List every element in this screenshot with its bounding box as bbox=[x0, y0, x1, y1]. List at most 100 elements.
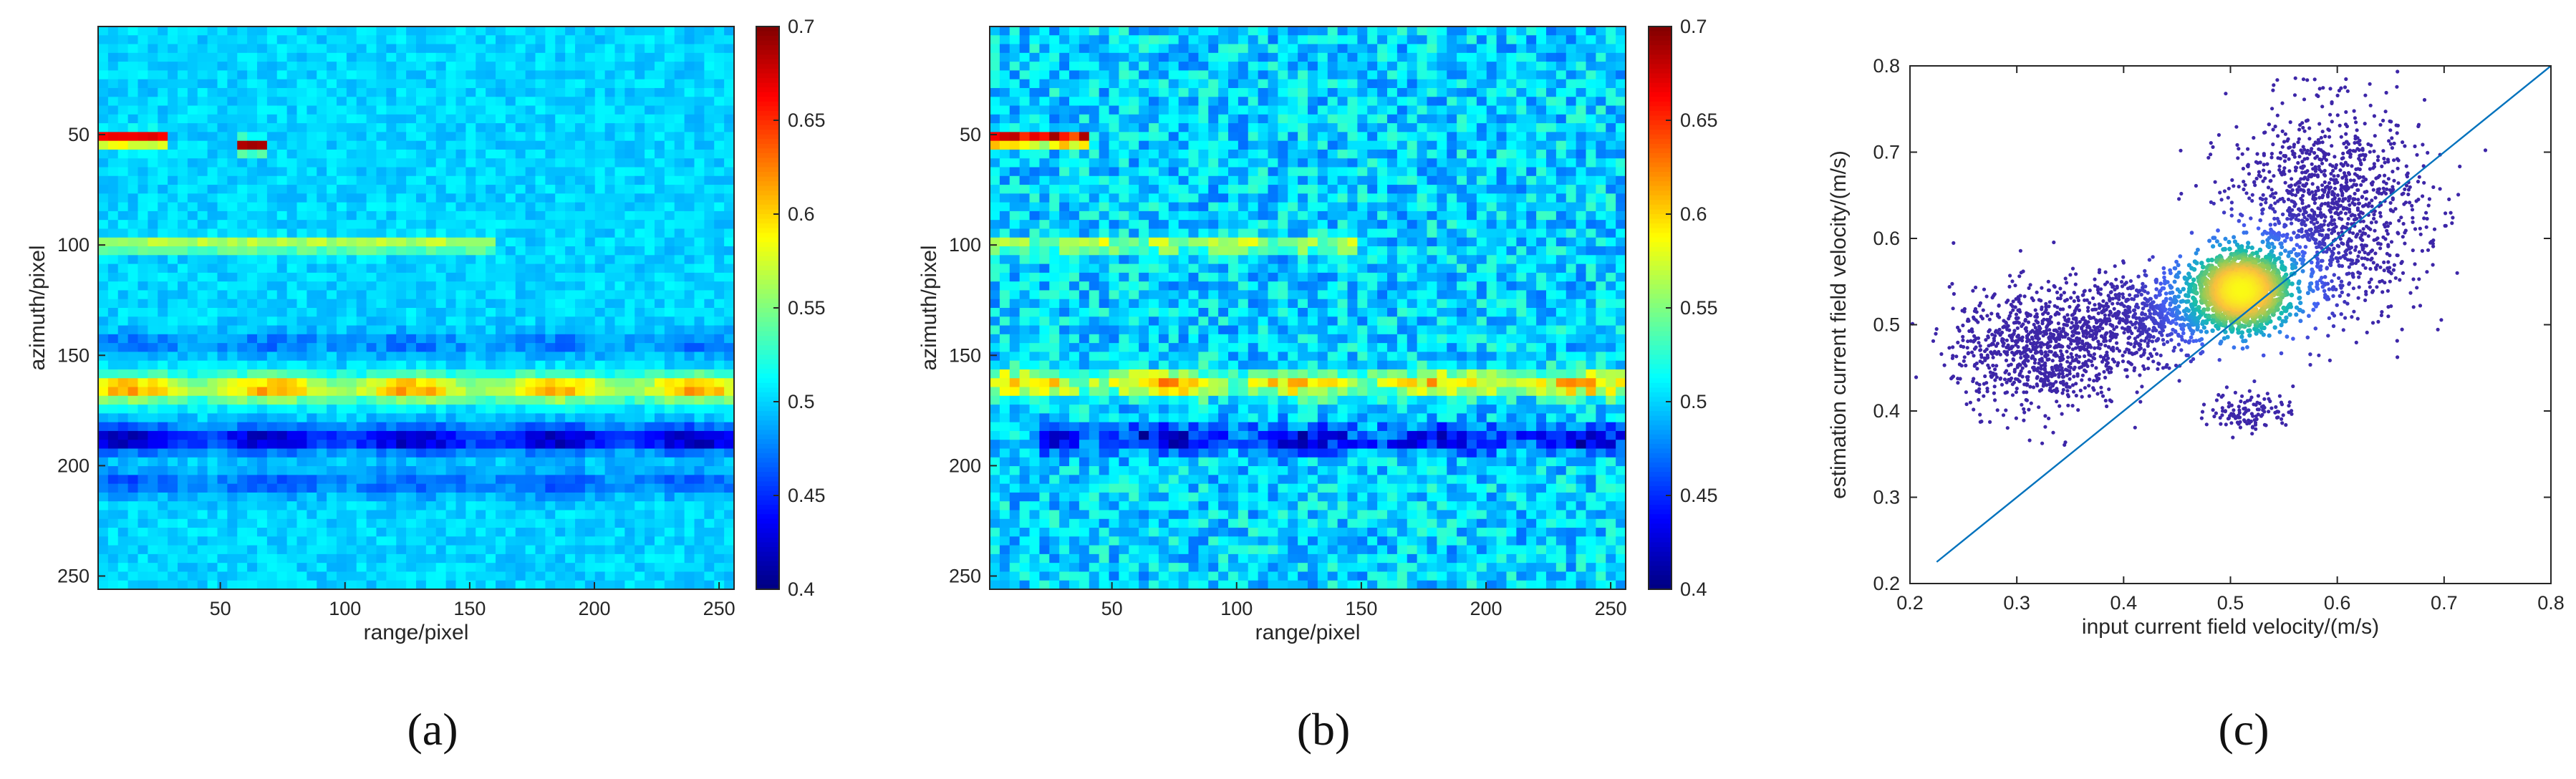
heatmap-cell bbox=[525, 492, 536, 502]
heatmap-cell bbox=[714, 167, 725, 177]
heatmap-cell bbox=[1357, 114, 1368, 124]
heatmap-cell bbox=[1208, 70, 1219, 80]
heatmap-cell bbox=[614, 422, 625, 432]
heatmap-cell bbox=[1407, 44, 1418, 54]
heatmap-cell bbox=[476, 545, 486, 555]
heatmap-cell bbox=[237, 325, 248, 335]
heatmap-cell bbox=[356, 237, 367, 247]
heatmap-cell bbox=[207, 545, 218, 555]
heatmap-cell bbox=[107, 167, 119, 177]
heatmap-cell bbox=[117, 220, 129, 230]
heatmap-cell bbox=[148, 140, 158, 150]
heatmap-cell bbox=[704, 316, 715, 326]
heatmap-cell bbox=[257, 44, 268, 54]
heatmap-cell bbox=[187, 87, 198, 97]
heatmap-cell bbox=[1218, 87, 1229, 97]
heatmap-cell bbox=[584, 140, 596, 150]
heatmap-cell bbox=[1317, 35, 1328, 45]
heatmap-cell bbox=[207, 193, 218, 203]
heatmap-cell bbox=[276, 518, 288, 528]
heatmap-cell bbox=[257, 325, 268, 335]
heatmap-cell bbox=[158, 510, 168, 520]
heatmap-cell bbox=[594, 202, 606, 212]
heatmap-cell bbox=[207, 149, 218, 159]
heatmap-cell bbox=[624, 79, 635, 89]
heatmap-cell bbox=[148, 483, 158, 493]
heatmap-cell bbox=[645, 536, 655, 546]
heatmap-cell bbox=[714, 387, 725, 397]
heatmap-cell bbox=[575, 387, 586, 397]
heatmap-cell bbox=[376, 405, 387, 414]
heatmap-cell bbox=[107, 228, 119, 238]
heatmap-cell bbox=[168, 518, 178, 528]
heatmap-cell bbox=[584, 536, 596, 546]
heatmap-cell bbox=[217, 457, 228, 467]
heatmap-cell bbox=[545, 70, 556, 80]
heatmap-cell bbox=[158, 140, 168, 150]
heatmap-cell bbox=[266, 325, 278, 335]
heatmap-cell bbox=[604, 553, 616, 563]
heatmap-cell bbox=[406, 263, 417, 274]
heatmap-cell bbox=[486, 220, 496, 230]
heatmap-cell bbox=[486, 316, 496, 326]
heatmap-cell bbox=[486, 466, 496, 475]
heatmap-cell bbox=[645, 405, 655, 414]
heatmap-cell bbox=[694, 430, 705, 440]
heatmap-cell bbox=[98, 255, 109, 265]
heatmap-cell bbox=[505, 422, 516, 432]
heatmap-cell bbox=[1228, 79, 1239, 89]
heatmap-cell bbox=[356, 457, 367, 467]
heatmap-cell bbox=[168, 255, 178, 265]
heatmap-cell bbox=[376, 246, 387, 256]
heatmap-cell bbox=[645, 123, 655, 132]
heatmap-cell bbox=[237, 501, 248, 511]
heatmap-cell bbox=[425, 387, 437, 397]
heatmap-cell bbox=[575, 457, 586, 467]
heatmap-cell bbox=[714, 193, 725, 203]
heatmap-cell bbox=[317, 466, 327, 475]
heatmap-cell bbox=[465, 308, 476, 317]
heatmap-cell bbox=[515, 536, 526, 546]
heatmap-cell bbox=[197, 158, 208, 168]
heatmap-cell bbox=[476, 26, 486, 36]
heatmap-cell bbox=[416, 35, 427, 45]
heatmap-cell bbox=[296, 140, 307, 150]
heatmap-cell bbox=[505, 272, 516, 282]
heatmap-cell bbox=[276, 510, 288, 520]
heatmap-cell bbox=[435, 448, 447, 458]
heatmap-cell bbox=[1079, 35, 1090, 45]
heatmap-cell bbox=[584, 440, 596, 450]
heatmap-cell bbox=[127, 378, 139, 388]
heatmap-cell bbox=[575, 175, 586, 185]
heatmap-cell bbox=[1178, 97, 1190, 107]
heatmap-cell bbox=[645, 237, 655, 247]
heatmap-cell bbox=[565, 334, 576, 344]
heatmap-cell bbox=[317, 193, 327, 203]
heatmap-cell bbox=[604, 483, 616, 493]
heatmap-cell bbox=[317, 272, 327, 282]
heatmap-cell bbox=[266, 193, 278, 203]
heatmap-cell bbox=[704, 343, 715, 353]
heatmap-cell bbox=[624, 132, 635, 142]
colorbar-cell bbox=[756, 369, 779, 374]
heatmap-cell bbox=[1387, 114, 1398, 124]
heatmap-cell bbox=[257, 580, 268, 590]
heatmap-cell bbox=[604, 44, 616, 54]
heatmap-cell bbox=[445, 360, 457, 370]
heatmap-cell bbox=[127, 26, 139, 36]
heatmap-cell bbox=[327, 440, 337, 450]
heatmap-cell bbox=[684, 545, 695, 555]
heatmap-cell bbox=[664, 457, 675, 467]
heatmap-cell bbox=[386, 325, 397, 335]
heatmap-cell bbox=[237, 580, 248, 590]
heatmap-cell bbox=[197, 580, 208, 590]
heatmap-cell bbox=[664, 308, 675, 317]
heatmap-cell bbox=[455, 580, 466, 590]
colorbar-cell bbox=[756, 181, 779, 187]
heatmap-cell bbox=[148, 325, 158, 335]
panel-caption: (a) bbox=[407, 704, 458, 755]
heatmap-cell bbox=[187, 483, 198, 493]
heatmap-cells bbox=[990, 26, 1626, 590]
heatmap-cell bbox=[386, 483, 397, 493]
heatmap-cell bbox=[486, 70, 496, 80]
